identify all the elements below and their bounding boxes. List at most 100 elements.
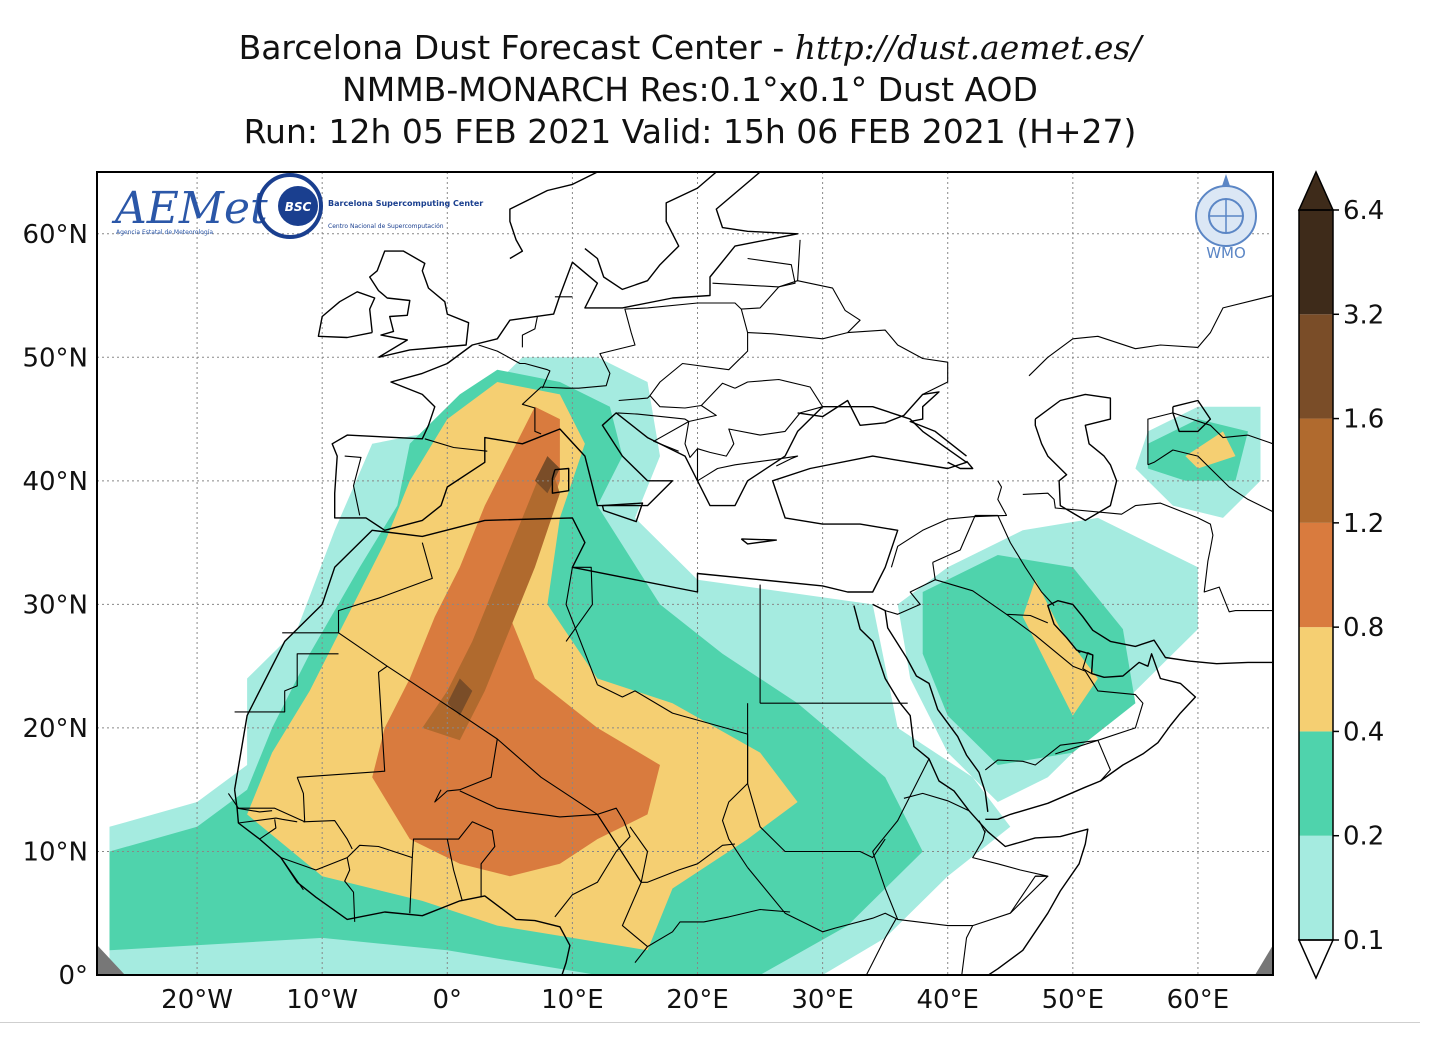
- lat-tick-label: 50°N: [22, 343, 88, 373]
- coastline: [872, 603, 989, 812]
- country-border: [303, 820, 353, 850]
- country-border: [696, 448, 799, 482]
- country-border: [865, 917, 897, 975]
- coastline: [584, 172, 717, 291]
- country-border: [459, 790, 631, 918]
- coastline: [601, 502, 644, 523]
- aemet-logo-text: AEMet: [111, 183, 268, 234]
- coastline: [369, 250, 470, 358]
- aod-region-level-5: [422, 456, 560, 741]
- lon-tick-label: 40°E: [916, 985, 979, 1015]
- colorbar-segment: [1299, 210, 1333, 315]
- country-border: [984, 613, 1144, 771]
- country-border: [446, 838, 463, 902]
- wmo-logo-text: WMO: [1206, 244, 1246, 262]
- lat-tick-label: 40°N: [22, 467, 88, 497]
- aemet-logo-subtext: Agencia Estatal de Meteorología: [116, 229, 213, 236]
- country-border: [521, 316, 538, 348]
- country-border: [521, 302, 749, 435]
- country-border: [961, 925, 974, 975]
- country-border: [1147, 449, 1273, 513]
- coastline: [853, 605, 1089, 975]
- lat-tick-label: 0°: [58, 961, 88, 991]
- colorbar-tick-label: 0.8: [1343, 613, 1384, 643]
- country-border: [565, 566, 598, 685]
- country-border: [409, 857, 413, 914]
- graticule: [97, 172, 1273, 975]
- colorbar-extend-max: [1297, 170, 1335, 211]
- colorbar-segment: [1299, 314, 1333, 419]
- lon-tick-label: 50°E: [1042, 985, 1105, 1015]
- bsc-logo: BSC Barcelona Supercomputing Center Cent…: [257, 173, 483, 239]
- coastline: [740, 538, 777, 545]
- coastline: [551, 467, 570, 494]
- country-border: [1082, 652, 1094, 675]
- country-border: [237, 807, 273, 813]
- title-prefix: Barcelona Dust Forecast Center -: [238, 28, 795, 67]
- colorbar-tick-label: 1.6: [1343, 405, 1384, 435]
- map-frame: [96, 171, 1274, 976]
- aod-region-level-6: [447, 678, 473, 716]
- country-border: [234, 653, 339, 713]
- chart-title-line-2: NMMB-MONARCH Res:0.1°x0.1° Dust AOD: [342, 70, 1038, 109]
- colorbar-tick-label: 6.4: [1343, 196, 1384, 226]
- colorbar-tick-label: 0.2: [1343, 822, 1384, 852]
- coastline: [1034, 393, 1118, 522]
- colorbar-tick-label: 3.2: [1343, 300, 1384, 330]
- out-of-domain-corner-right: [1255, 945, 1273, 975]
- country-border: [344, 455, 362, 516]
- country-border: [424, 438, 488, 452]
- country-border: [647, 908, 791, 948]
- colorbar-segment: [1299, 731, 1333, 836]
- aod-region-level-6: [534, 456, 560, 494]
- country-border: [890, 480, 1008, 568]
- country-border: [972, 830, 1049, 914]
- chart-title-line-1: Barcelona Dust Forecast Center - http://…: [0, 28, 1380, 67]
- country-border: [712, 239, 801, 288]
- aod-region-level-4: [372, 406, 660, 877]
- colorbar-tick-label: 0.4: [1343, 717, 1384, 747]
- lat-tick-label: 60°N: [22, 220, 88, 250]
- title-url[interactable]: http://dust.aemet.es/: [794, 28, 1142, 67]
- lon-tick-label: 10°E: [541, 985, 604, 1015]
- coastline: [509, 172, 598, 260]
- country-border: [297, 665, 388, 778]
- lat-tick-label: 20°N: [22, 714, 88, 744]
- country-border: [478, 344, 551, 389]
- country-border: [1028, 294, 1273, 377]
- lon-tick-label: 20°W: [161, 985, 233, 1015]
- colorbar: 0.1 0.2 0.4 0.8 1.2 1.6 3.2 6.4: [1297, 170, 1384, 980]
- country-border: [434, 738, 498, 803]
- aod-region-level-3: [1185, 431, 1236, 469]
- country-border: [978, 820, 986, 834]
- country-border: [344, 857, 356, 922]
- lon-tick-label: 10°W: [286, 985, 358, 1015]
- coastline: [233, 172, 968, 790]
- country-border: [1077, 650, 1081, 654]
- colorbar-segment: [1299, 522, 1333, 628]
- country-border: [618, 395, 702, 409]
- aemet-logo: AEMet Agencia Estatal de Meteorología: [111, 183, 268, 236]
- colorbar-segment: [1299, 418, 1333, 523]
- lon-tick-label: 30°E: [791, 985, 854, 1015]
- country-border: [872, 758, 930, 920]
- bsc-badge-text: BSC: [285, 200, 312, 214]
- colorbar-segment: [1299, 835, 1333, 940]
- lon-tick-label: 0°: [433, 985, 463, 1015]
- country-border: [280, 821, 496, 898]
- country-border: [282, 542, 433, 634]
- out-of-domain-corner-left: [97, 945, 125, 975]
- coastline: [947, 460, 974, 470]
- colorbar-extend-min: [1297, 939, 1335, 980]
- bsc-logo-subtext: Centro Nacional de Supercomputación: [328, 223, 444, 230]
- country-border: [747, 280, 861, 340]
- coastlines-and-borders: [227, 172, 1273, 975]
- lon-tick-label: 60°E: [1167, 985, 1230, 1015]
- country-border: [885, 562, 936, 615]
- country-border: [741, 257, 796, 310]
- colorbar-segment: [1299, 627, 1333, 732]
- axis-ticks: 20°W 10°W 0° 10°E 20°E 30°E 40°E 50°E 60°E 0° 10°N…: [22, 220, 1229, 1015]
- country-border: [747, 867, 1049, 933]
- lat-tick-label: 10°N: [22, 837, 88, 867]
- wmo-logo: WMO: [1195, 174, 1257, 262]
